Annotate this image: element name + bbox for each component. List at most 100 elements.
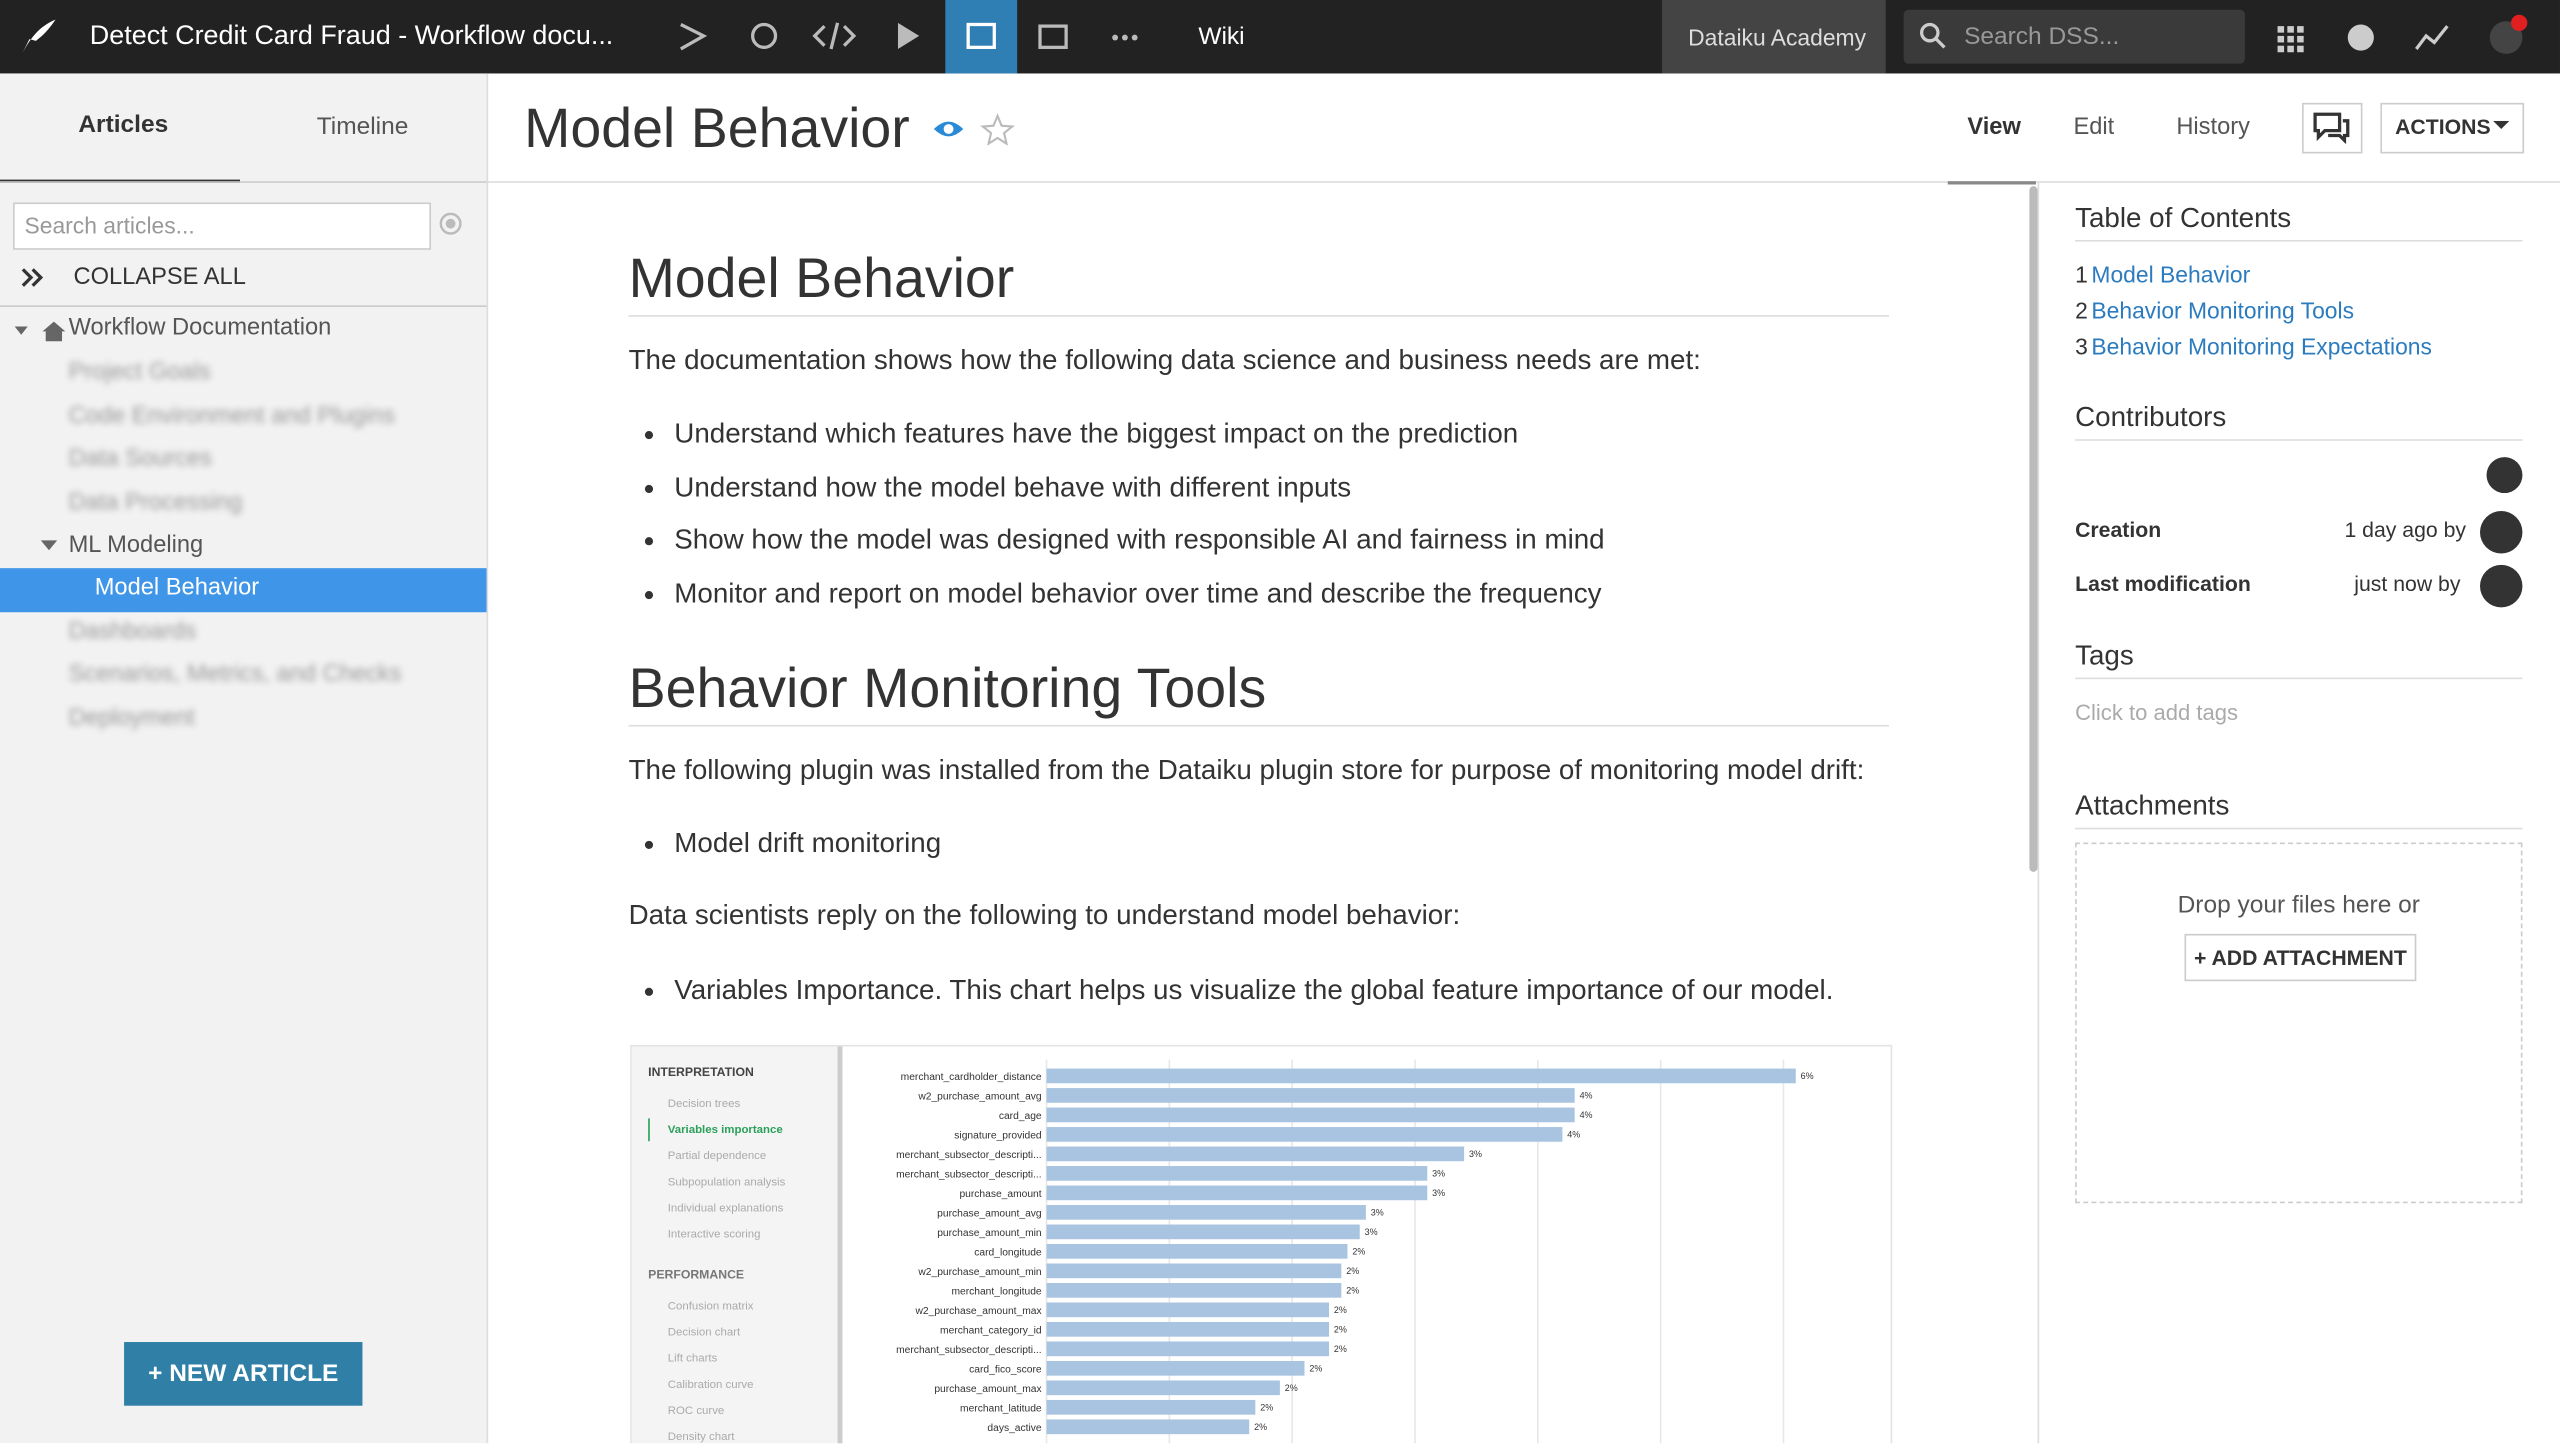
history-tab[interactable]: History [2176,114,2250,141]
list-item: Understand how the model behave with dif… [674,471,1352,503]
paragraph: The following plugin was installed from … [628,754,1865,786]
bullet [644,840,654,849]
menu-item[interactable]: Lift charts [667,1353,718,1365]
toc-num: 2 [2075,297,2088,324]
menu-item[interactable]: Calibration curve [667,1379,754,1392]
category-label: w2_purchase_amount_avg [917,1091,1042,1102]
menu-item[interactable]: Partial dependence [667,1151,767,1163]
flow-icon[interactable] [680,23,708,51]
nav-icons [680,0,1138,74]
menu-item[interactable]: Subpopulation analysis [667,1177,786,1189]
edit-tab[interactable]: Edit [2073,114,2115,141]
menu-item[interactable]: Confusion matrix [667,1301,754,1313]
search-box[interactable] [1903,9,2245,64]
activity-icon[interactable] [2415,25,2449,50]
tree-item[interactable]: Code Environment and Plugins [68,403,395,430]
modifier-avatar[interactable] [2479,564,2523,608]
menu-item[interactable]: Individual explanations [667,1203,784,1215]
bar [1046,1321,1330,1337]
menu-heading: PERFORMANCE [648,1266,745,1282]
academy-button[interactable] [1662,0,1886,74]
toc-num: 1 [2075,261,2088,288]
logo[interactable] [16,16,58,58]
discussion-button[interactable] [2302,102,2363,154]
more-icon[interactable] [1112,34,1138,41]
category-label: merchant_subsector_descripti... [896,1150,1042,1161]
creation-label: Creation [2075,517,2162,543]
tree-item[interactable]: Dashboards [68,618,197,645]
menu-item[interactable]: ROC curve [667,1405,725,1418]
help-icon[interactable] [2347,24,2374,51]
menu-selection [648,1118,650,1142]
tree-root[interactable]: Workflow Documentation [68,315,332,342]
toc-link[interactable]: Model Behavior [2091,261,2251,288]
new-article-button[interactable]: + NEW ARTICLE [124,1342,363,1406]
creator-avatar[interactable] [2479,511,2523,554]
wiki-tab[interactable] [945,0,1018,74]
tree-item[interactable]: Data Processing [68,489,243,516]
scrollbar[interactable] [2029,186,2038,872]
selected-row[interactable] [0,568,487,613]
value-label: 2% [1352,1247,1365,1257]
add-attachment-button[interactable]: + ADD ATTACHMENT [2184,933,2417,982]
academy-label[interactable]: Dataiku Academy [1688,24,1867,51]
category-label: purchase_amount_min [937,1228,1042,1239]
bar [1046,1341,1330,1357]
tags-title: Tags [2075,640,2523,680]
tree-item[interactable]: Data Sources [68,445,213,472]
category-label: merchant_category_id [940,1325,1042,1336]
menu-item[interactable]: Variables importance [667,1124,783,1137]
bullet [644,591,654,600]
actions-button[interactable] [2380,102,2525,154]
project-title[interactable]: Detect Credit Card Fraud - Workflow docu… [89,21,614,51]
search-options-icon[interactable] [438,211,464,237]
bar [1046,1380,1280,1396]
heading: Model Behavior [628,248,1889,317]
tree-item[interactable]: Project Goals [68,359,211,386]
bullet [644,431,654,440]
actions-label[interactable]: ACTIONS [2395,114,2491,139]
wiki-icon [966,22,996,49]
tags-input[interactable]: Click to add tags [2075,700,2239,725]
menu-item[interactable]: Density chart [667,1431,735,1444]
run-icon[interactable] [897,22,920,49]
collapse-icon[interactable] [20,266,46,289]
menu-item[interactable]: Decision trees [667,1098,741,1111]
collapse-all[interactable]: COLLAPSE ALL [73,264,246,291]
tree-item[interactable]: ML Modeling [68,532,204,559]
recipe-icon[interactable] [751,22,778,49]
value-label: 2% [1346,1266,1359,1276]
view-tab[interactable]: View [1967,114,2021,141]
menu-item[interactable]: Interactive scoring [667,1229,761,1241]
modification-value: just now by [2354,571,2461,596]
article-search-placeholder[interactable]: Search articles... [24,212,195,239]
dashboard-icon[interactable] [1038,24,1068,49]
category-label: card_fico_score [969,1364,1042,1375]
tab-timeline[interactable]: Timeline [316,112,409,141]
menu-item[interactable]: Decision chart [667,1327,741,1339]
value-label: 3% [1432,1169,1445,1179]
embedded-image: INTERPRETATION PERFORMANCE merchant_card… [630,1044,1893,1444]
value-label: 3% [1365,1227,1378,1237]
toc-link[interactable]: Behavior Monitoring Expectations [2091,333,2432,360]
value-label: 2% [1334,1344,1347,1354]
tree-item[interactable]: Scenarios, Metrics, and Checks [68,661,402,688]
drop-zone[interactable] [2075,842,2523,1204]
star-icon[interactable] [980,113,1016,146]
toc-link[interactable]: Behavior Monitoring Tools [2091,297,2355,324]
tree-item[interactable]: Deployment [68,705,195,732]
article-search[interactable] [13,202,432,250]
list-item: Monitor and report on model behavior ove… [674,577,1602,609]
value-label: 2% [1260,1403,1273,1413]
apps-icon[interactable] [2277,26,2304,53]
expand-icon[interactable] [39,537,59,553]
contributor-avatar[interactable] [2486,457,2523,494]
embedded-menu [631,1046,843,1444]
search-placeholder[interactable]: Search DSS... [1964,22,2120,51]
bar [1046,1224,1360,1240]
menu-heading: INTERPRETATION [648,1064,754,1080]
code-icon[interactable] [812,22,857,50]
tree-item-selected[interactable]: Model Behavior [94,574,260,601]
search-icon [1919,22,1946,49]
tab-articles[interactable]: Articles [78,111,169,139]
